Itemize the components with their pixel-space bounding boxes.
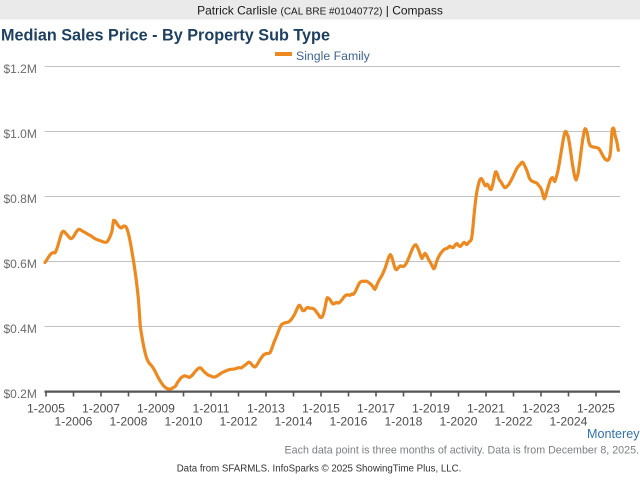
svg-text:1-2007: 1-2007 <box>82 402 120 416</box>
svg-text:1-2006: 1-2006 <box>55 415 93 429</box>
svg-text:Each data point is three month: Each data point is three months of activ… <box>285 445 639 457</box>
svg-text:$0.4M: $0.4M <box>4 322 37 336</box>
svg-text:1-2020: 1-2020 <box>440 415 478 429</box>
svg-text:1-2010: 1-2010 <box>165 415 203 429</box>
svg-text:$0.8M: $0.8M <box>4 192 37 206</box>
svg-text:Monterey: Monterey <box>587 427 640 441</box>
svg-text:1-2021: 1-2021 <box>467 402 505 416</box>
svg-text:1-2024: 1-2024 <box>550 415 588 429</box>
svg-text:1-2008: 1-2008 <box>110 415 148 429</box>
svg-text:1-2009: 1-2009 <box>137 402 175 416</box>
svg-text:1-2025: 1-2025 <box>577 402 615 416</box>
svg-text:1-2011: 1-2011 <box>192 402 229 416</box>
svg-text:1-2022: 1-2022 <box>495 415 533 429</box>
svg-text:1-2013: 1-2013 <box>247 402 285 416</box>
svg-text:1-2017: 1-2017 <box>357 402 395 416</box>
svg-text:Median Sales Price - By Proper: Median Sales Price - By Property Sub Typ… <box>1 27 330 45</box>
svg-text:1-2012: 1-2012 <box>220 415 258 429</box>
svg-text:Patrick Carlisle (CAL BRE #010: Patrick Carlisle (CAL BRE #01040772) | C… <box>197 4 443 18</box>
svg-text:1-2023: 1-2023 <box>522 402 560 416</box>
svg-text:$1.0M: $1.0M <box>4 127 37 141</box>
svg-text:1-2019: 1-2019 <box>412 402 450 416</box>
svg-text:$0.6M: $0.6M <box>4 257 37 271</box>
svg-text:1-2014: 1-2014 <box>275 415 313 429</box>
svg-text:$0.2M: $0.2M <box>4 387 37 401</box>
svg-text:1-2016: 1-2016 <box>330 415 368 429</box>
svg-text:1-2015: 1-2015 <box>302 402 340 416</box>
svg-text:1-2018: 1-2018 <box>385 415 423 429</box>
svg-text:Data from SFARMLS. InfoSparks: Data from SFARMLS. InfoSparks © 2025 Sho… <box>177 464 462 475</box>
svg-text:1-2005: 1-2005 <box>27 402 65 416</box>
svg-text:$1.2M: $1.2M <box>4 62 37 76</box>
svg-text:Single Family: Single Family <box>296 49 371 63</box>
